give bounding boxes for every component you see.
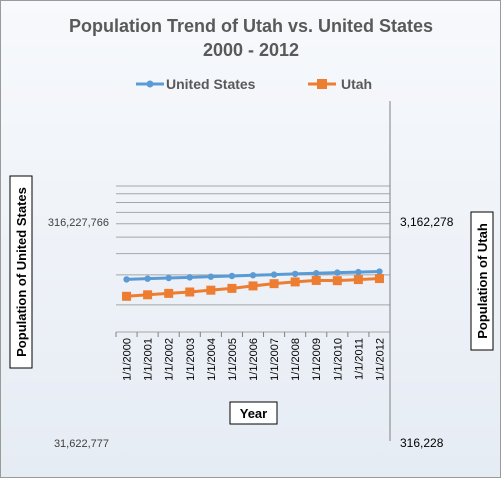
- x-tick-label: 1/1/2005: [227, 338, 239, 381]
- data-point-united-states: [313, 270, 320, 277]
- data-point-united-states: [334, 269, 341, 276]
- series-layer: [122, 268, 384, 301]
- data-point-utah: [269, 279, 279, 289]
- x-tick-label: 1/1/2003: [185, 338, 197, 381]
- x-tick-labels: 1/1/2000 1/1/2001 1/1/2002 1/1/2003 1/1/2004…: [122, 338, 387, 381]
- right-axis-title: Population of Utah: [470, 211, 494, 351]
- data-point-united-states: [249, 272, 257, 279]
- data-point-utah: [185, 287, 195, 297]
- x-tick-label: 1/1/2001: [143, 338, 155, 381]
- x-tick-label: 1/1/2006: [248, 338, 260, 381]
- right-tick-label-top: 3,162,278: [400, 215, 454, 229]
- x-axis-title-text: Year: [240, 406, 267, 421]
- data-point-united-states: [207, 273, 215, 280]
- data-point-utah: [290, 277, 300, 287]
- data-point-utah: [164, 288, 174, 298]
- data-point-utah: [206, 285, 216, 295]
- right-tick-label-bottom: 316,228: [400, 436, 444, 450]
- data-point-utah: [248, 281, 258, 291]
- x-tick-label: 1/1/2010: [332, 338, 344, 381]
- data-point-united-states: [165, 274, 172, 282]
- data-point-united-states: [123, 276, 130, 283]
- data-point-utah: [311, 275, 321, 285]
- x-tick-label: 1/1/2009: [311, 338, 323, 381]
- data-point-united-states: [376, 268, 383, 275]
- left-axis-title-text: Population of United States: [14, 187, 29, 357]
- legend-label-united-states: United States: [166, 76, 256, 92]
- legend-label-utah: Utah: [341, 76, 372, 92]
- legend: United States Utah: [136, 76, 372, 92]
- data-point-utah: [143, 290, 153, 300]
- x-tick-marks: [115, 332, 391, 337]
- left-tick-label-top: 316,227,766: [48, 217, 109, 229]
- legend-marker-utah: [317, 79, 327, 89]
- chart-title: Population Trend of Utah vs. United Stat…: [69, 16, 433, 36]
- data-point-united-states: [270, 271, 278, 278]
- x-tick-label: 1/1/2007: [269, 338, 281, 381]
- data-point-united-states: [186, 274, 193, 281]
- data-point-united-states: [355, 268, 362, 276]
- x-tick-label: 1/1/2002: [164, 338, 176, 381]
- left-tick-label-bottom: 31,622,777: [54, 438, 109, 450]
- gridlines: [116, 185, 390, 333]
- x-tick-label: 1/1/2008: [290, 338, 302, 381]
- x-tick-label: 1/1/2011: [353, 338, 365, 380]
- data-point-utah: [122, 291, 132, 301]
- data-point-utah: [353, 275, 363, 285]
- data-point-utah: [332, 276, 342, 286]
- x-axis-title: Year: [229, 401, 278, 425]
- data-point-utah: [227, 283, 237, 293]
- chart-subtitle: 2000 - 2012: [203, 40, 299, 60]
- data-point-united-states: [291, 270, 299, 278]
- data-point-utah: [374, 274, 384, 284]
- data-point-united-states: [144, 275, 151, 282]
- x-tick-label: 1/1/2000: [122, 338, 134, 381]
- right-axis-title-text: Population of Utah: [475, 223, 490, 339]
- data-point-united-states: [228, 272, 236, 280]
- left-axis-title: Population of United States: [9, 175, 33, 369]
- legend-marker-united-states: [146, 80, 154, 88]
- x-tick-label: 1/1/2012: [374, 338, 386, 381]
- x-tick-label: 1/1/2004: [206, 338, 218, 381]
